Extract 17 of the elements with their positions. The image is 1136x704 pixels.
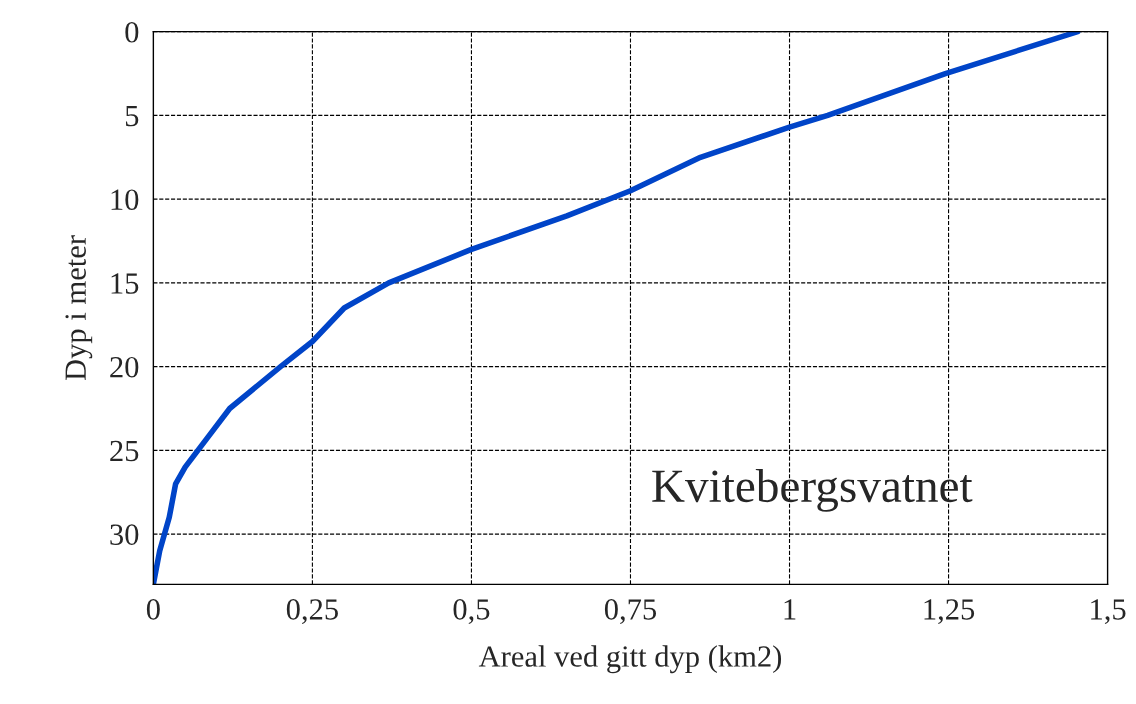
- x-tick-label: 1: [784, 599, 796, 620]
- y-tick-label: 5: [125, 106, 139, 127]
- annotation: Kvitebergsvatnet: [652, 468, 973, 512]
- x-tick-label: 0,75: [604, 599, 657, 625]
- y-tick-label: 15: [111, 273, 139, 294]
- x-tick-label: 1,5: [1091, 599, 1126, 625]
- x-tick-label: 0: [146, 599, 160, 620]
- y-tick-label: 20: [110, 356, 139, 378]
- x-tick-label: 1,25: [924, 599, 975, 625]
- y-tick-label: 25: [110, 440, 139, 462]
- y-axis-title: Dyp i meter: [65, 235, 93, 381]
- y-tick-label: 30: [110, 524, 139, 545]
- x-tick-label: 0,25: [286, 599, 338, 625]
- y-tick-label: 10: [111, 189, 139, 211]
- x-axis-title: Areal ved gitt dyp (km2): [478, 645, 782, 674]
- y-tick-label: 0: [125, 21, 139, 43]
- x-tick-label: 0,5: [453, 599, 490, 625]
